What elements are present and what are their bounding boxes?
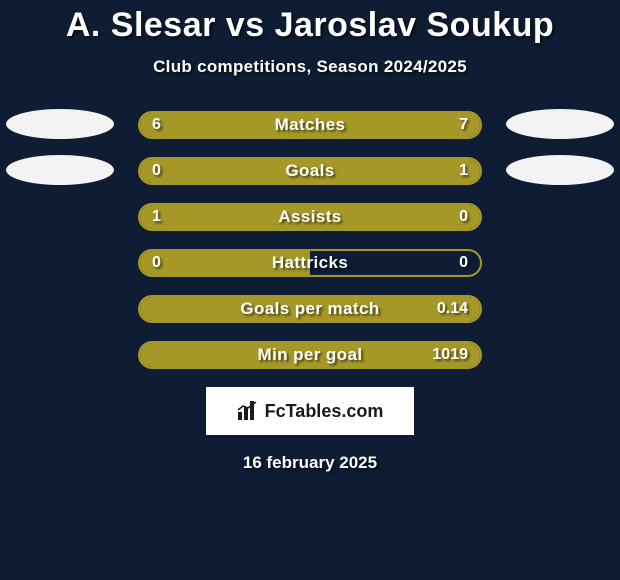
- page-title: A. Slesar vs Jaroslav Soukup: [0, 6, 620, 45]
- stat-label: Min per goal: [140, 343, 480, 367]
- stat-label: Hattricks: [140, 251, 480, 275]
- stat-value-left: 6: [152, 113, 161, 137]
- stat-bar: Min per goal1019: [138, 341, 482, 369]
- stat-label: Goals per match: [140, 297, 480, 321]
- stat-value-right: 1: [459, 159, 468, 183]
- stat-row: Goals0 1: [0, 157, 620, 185]
- stat-bar: Assists1 0: [138, 203, 482, 231]
- player-right-badge: [506, 109, 614, 139]
- stat-row: Hattricks0 0: [0, 249, 620, 277]
- stat-value-right: 1019: [432, 343, 468, 367]
- comparison-infographic: A. Slesar vs Jaroslav Soukup Club compet…: [0, 0, 620, 580]
- stat-bar: Matches6 7: [138, 111, 482, 139]
- stat-value-right: 0: [459, 205, 468, 229]
- stat-row: Goals per match0.14: [0, 295, 620, 323]
- stat-label: Matches: [140, 113, 480, 137]
- date-label: 16 february 2025: [0, 453, 620, 473]
- stat-value-right: 0.14: [437, 297, 468, 321]
- stat-value-left: 0: [152, 251, 161, 275]
- stat-bar: Hattricks0 0: [138, 249, 482, 277]
- chart-icon: [237, 401, 259, 421]
- stat-label: Goals: [140, 159, 480, 183]
- stat-rows: Matches67Goals01Assists10Hattricks00Goal…: [0, 111, 620, 369]
- stat-value-right: 0: [459, 251, 468, 275]
- stat-value-left: 1: [152, 205, 161, 229]
- stat-row: Min per goal1019: [0, 341, 620, 369]
- page-subtitle: Club competitions, Season 2024/2025: [0, 57, 620, 77]
- player-left-badge: [6, 109, 114, 139]
- player-left-badge: [6, 155, 114, 185]
- player-right-badge: [506, 155, 614, 185]
- stat-value-right: 7: [459, 113, 468, 137]
- stat-value-left: 0: [152, 159, 161, 183]
- stat-label: Assists: [140, 205, 480, 229]
- source-label: FcTables.com: [265, 401, 384, 422]
- source-badge: FcTables.com: [206, 387, 414, 435]
- stat-row: Assists1 0: [0, 203, 620, 231]
- stat-bar: Goals0 1: [138, 157, 482, 185]
- stat-bar: Goals per match0.14: [138, 295, 482, 323]
- stat-row: Matches6 7: [0, 111, 620, 139]
